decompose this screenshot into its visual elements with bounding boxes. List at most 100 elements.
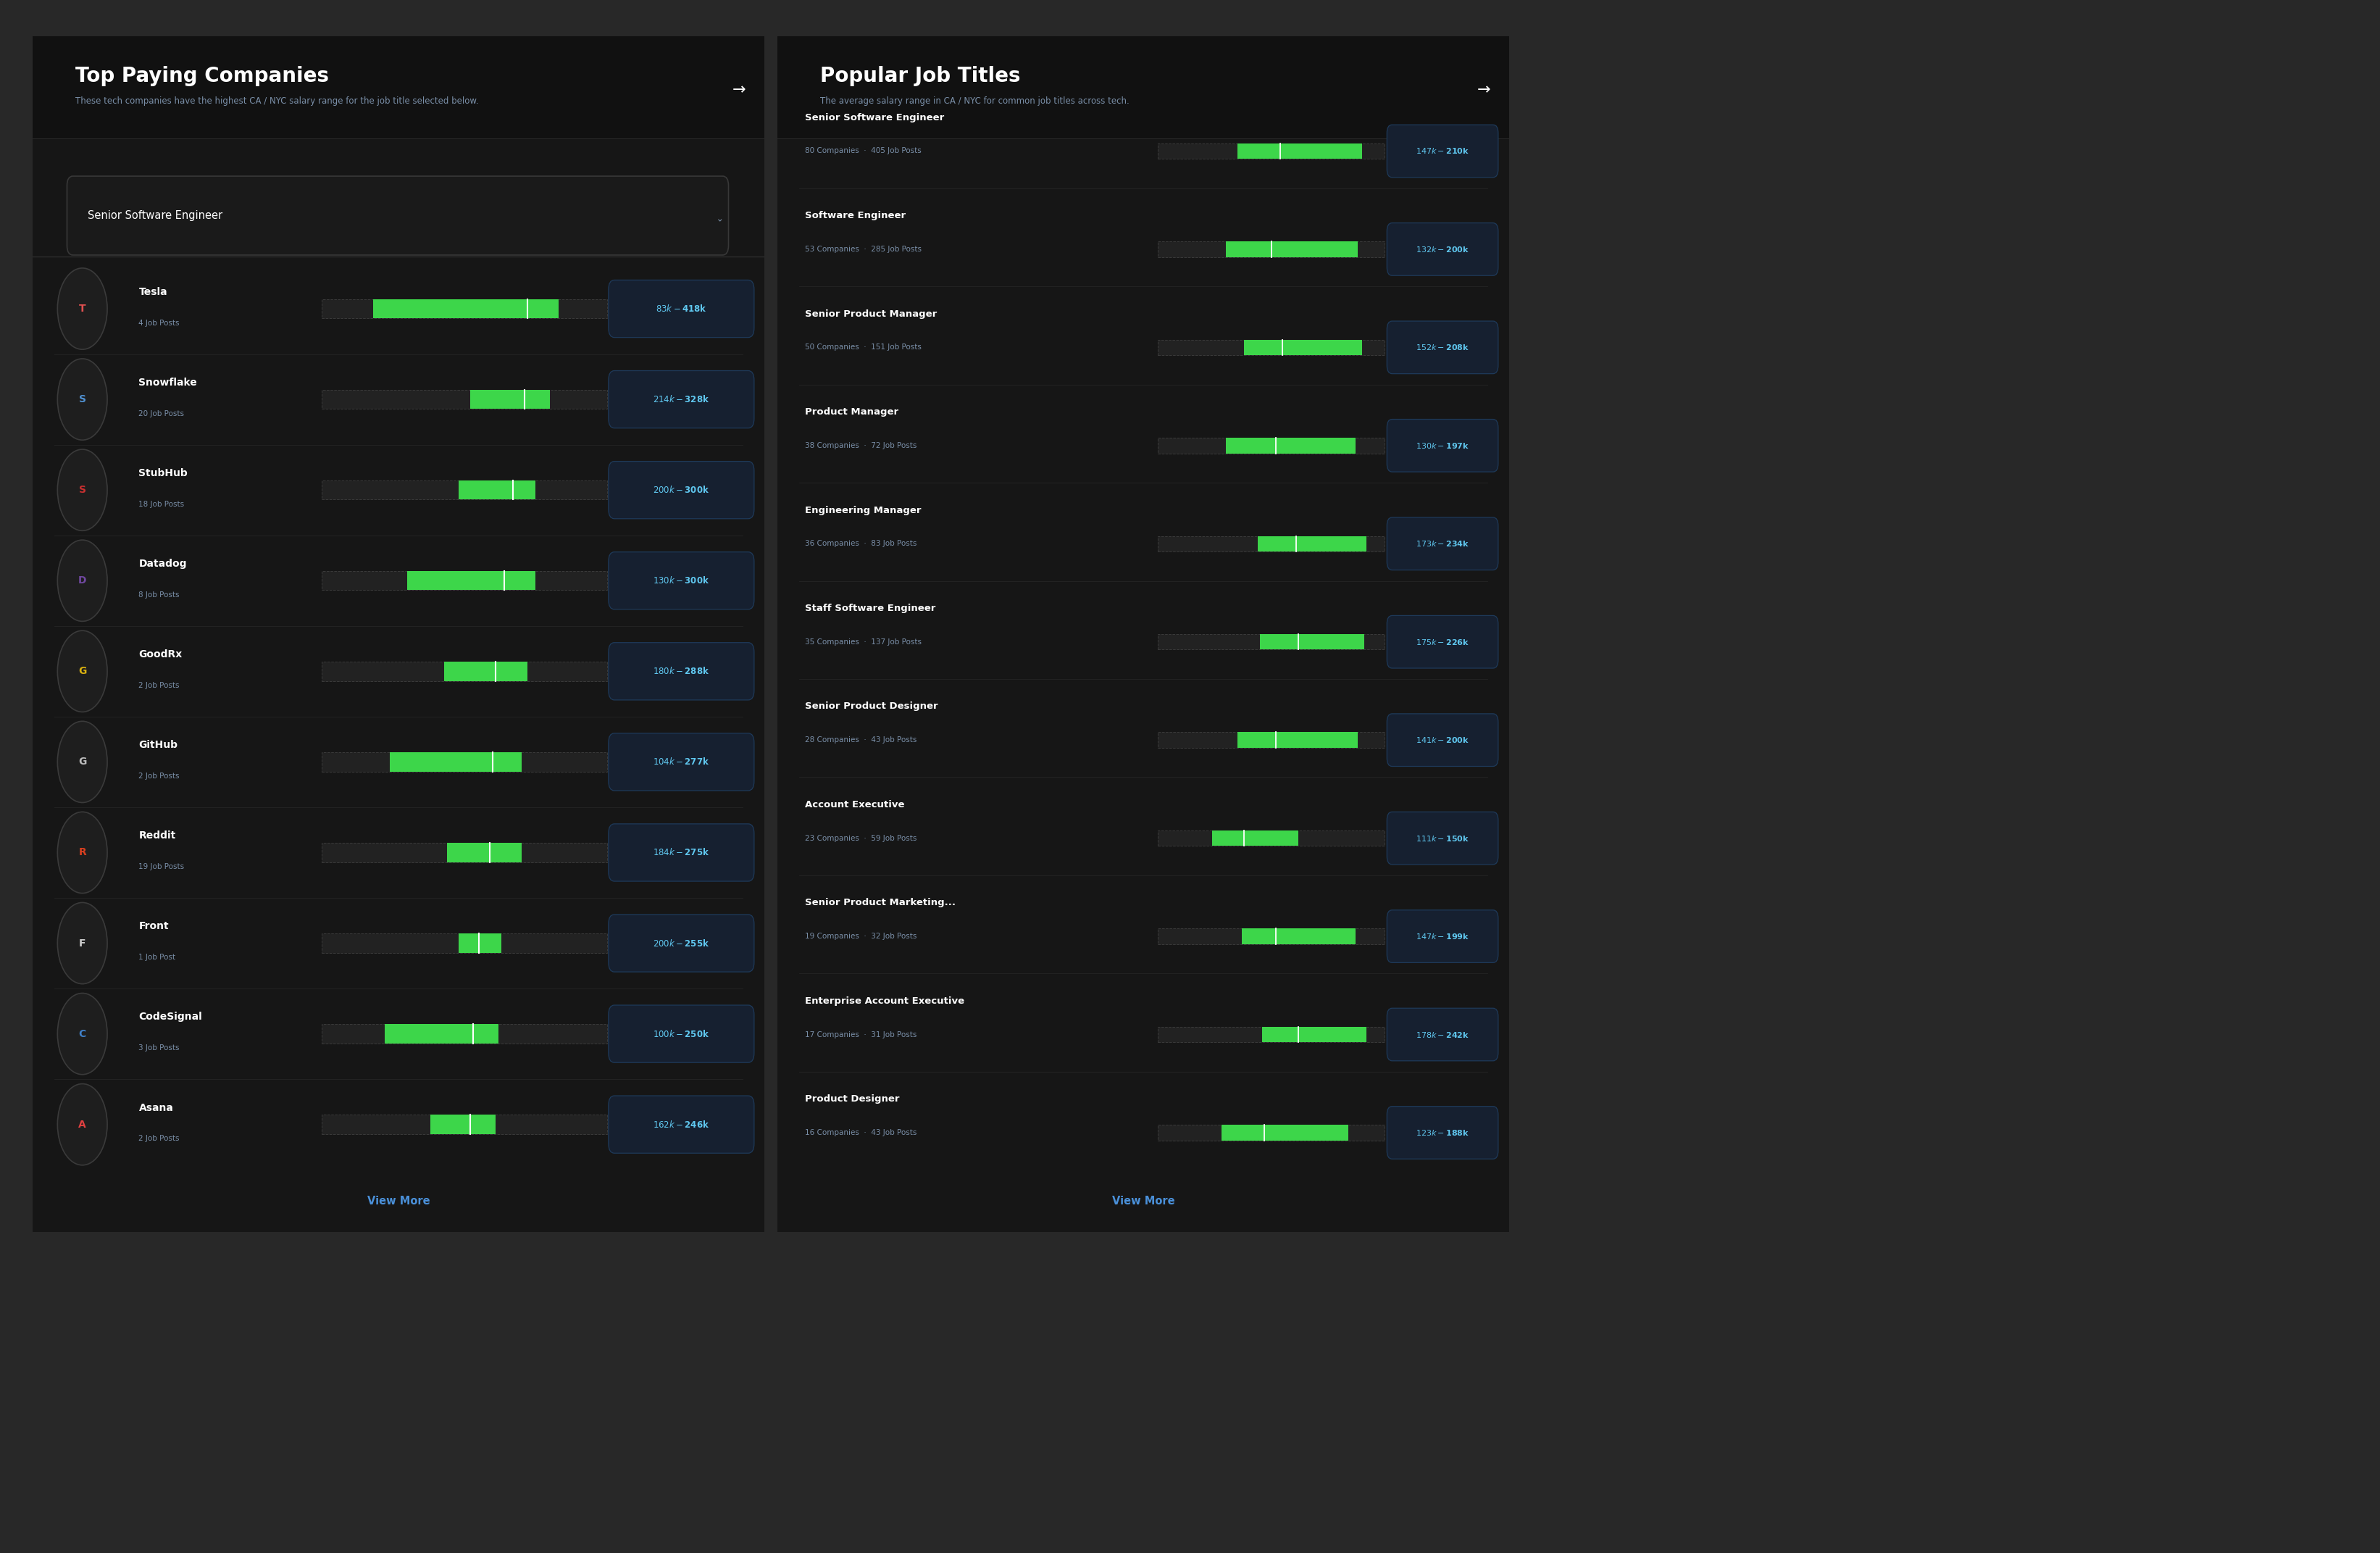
Circle shape (57, 902, 107, 985)
Text: Asana: Asana (138, 1103, 174, 1114)
Text: $152k - $208k: $152k - $208k (1416, 343, 1468, 351)
Text: A: A (79, 1120, 86, 1129)
Text: →: → (733, 82, 745, 98)
Text: F: F (79, 938, 86, 949)
Text: 3 Job Posts: 3 Job Posts (138, 1045, 178, 1051)
FancyBboxPatch shape (1159, 438, 1385, 453)
FancyBboxPatch shape (1159, 733, 1385, 749)
FancyBboxPatch shape (1388, 321, 1497, 374)
Text: $123k - $188k: $123k - $188k (1416, 1129, 1468, 1137)
Text: $147k - $199k: $147k - $199k (1416, 932, 1468, 941)
Text: G: G (79, 666, 86, 677)
Text: $200k - $300k: $200k - $300k (652, 485, 709, 495)
Text: Popular Job Titles: Popular Job Titles (819, 67, 1021, 87)
Text: $104k - $277k: $104k - $277k (652, 756, 709, 767)
Text: GitHub: GitHub (138, 741, 178, 750)
FancyBboxPatch shape (609, 733, 754, 790)
Text: Senior Product Designer: Senior Product Designer (804, 702, 938, 711)
FancyBboxPatch shape (1159, 1027, 1385, 1042)
Text: $178k - $242k: $178k - $242k (1416, 1030, 1468, 1039)
FancyBboxPatch shape (469, 390, 550, 408)
Text: 4 Job Posts: 4 Job Posts (138, 320, 178, 326)
FancyBboxPatch shape (1159, 929, 1385, 944)
Text: Datadog: Datadog (138, 559, 188, 568)
FancyBboxPatch shape (1388, 124, 1497, 177)
FancyBboxPatch shape (447, 843, 521, 862)
FancyBboxPatch shape (33, 140, 764, 1232)
Circle shape (57, 994, 107, 1075)
Text: 1 Job Post: 1 Job Post (138, 954, 176, 961)
Text: Senior Software Engineer: Senior Software Engineer (804, 113, 945, 123)
Circle shape (57, 359, 107, 439)
FancyBboxPatch shape (1242, 929, 1354, 944)
Text: 2 Job Posts: 2 Job Posts (138, 773, 178, 780)
FancyBboxPatch shape (609, 1096, 754, 1154)
FancyBboxPatch shape (386, 1025, 497, 1044)
Text: 38 Companies  ·  72 Job Posts: 38 Companies · 72 Job Posts (804, 443, 916, 449)
Circle shape (57, 540, 107, 621)
FancyBboxPatch shape (1159, 143, 1385, 158)
FancyBboxPatch shape (1221, 1124, 1349, 1140)
Text: S: S (79, 485, 86, 495)
FancyBboxPatch shape (321, 300, 607, 318)
Text: $130k - $300k: $130k - $300k (652, 576, 709, 585)
Text: R: R (79, 848, 86, 857)
Text: StubHub: StubHub (138, 467, 188, 478)
FancyBboxPatch shape (1388, 812, 1497, 865)
FancyBboxPatch shape (609, 280, 754, 337)
Text: $100k - $250k: $100k - $250k (652, 1028, 709, 1039)
Text: Enterprise Account Executive: Enterprise Account Executive (804, 997, 964, 1006)
FancyBboxPatch shape (1159, 634, 1385, 649)
Circle shape (57, 631, 107, 711)
Text: S: S (79, 394, 86, 404)
Text: Engineering Manager: Engineering Manager (804, 506, 921, 516)
FancyBboxPatch shape (609, 915, 754, 972)
Text: View More: View More (367, 1196, 431, 1207)
Text: Product Designer: Product Designer (804, 1095, 900, 1104)
Text: →: → (1476, 82, 1490, 98)
FancyBboxPatch shape (1388, 224, 1497, 275)
Text: $83k - $418k: $83k - $418k (654, 304, 707, 314)
Text: 2 Job Posts: 2 Job Posts (138, 682, 178, 690)
FancyBboxPatch shape (321, 480, 607, 500)
FancyBboxPatch shape (459, 933, 502, 952)
FancyBboxPatch shape (1257, 536, 1366, 551)
Text: Senior Software Engineer: Senior Software Engineer (88, 210, 221, 221)
Text: 19 Job Posts: 19 Job Posts (138, 863, 183, 871)
Text: D: D (79, 576, 86, 585)
Text: 50 Companies  ·  151 Job Posts: 50 Companies · 151 Job Posts (804, 343, 921, 351)
FancyBboxPatch shape (321, 1115, 607, 1134)
FancyBboxPatch shape (609, 551, 754, 609)
Text: ⌃: ⌃ (714, 211, 721, 221)
FancyBboxPatch shape (431, 1115, 495, 1134)
Text: 36 Companies  ·  83 Job Posts: 36 Companies · 83 Job Posts (804, 540, 916, 547)
FancyBboxPatch shape (1388, 615, 1497, 668)
FancyBboxPatch shape (321, 1025, 607, 1044)
Text: Job Title: Job Title (76, 180, 126, 191)
Text: G: G (79, 756, 86, 767)
FancyBboxPatch shape (67, 175, 728, 255)
Circle shape (57, 449, 107, 531)
Text: $141k - $200k: $141k - $200k (1416, 736, 1468, 744)
FancyBboxPatch shape (1388, 1008, 1497, 1061)
FancyBboxPatch shape (445, 662, 526, 680)
FancyBboxPatch shape (1388, 1106, 1497, 1159)
FancyBboxPatch shape (1388, 419, 1497, 472)
FancyBboxPatch shape (1159, 831, 1385, 846)
FancyBboxPatch shape (1226, 241, 1357, 256)
Text: 53 Companies  ·  285 Job Posts: 53 Companies · 285 Job Posts (804, 245, 921, 253)
Text: T: T (79, 304, 86, 314)
FancyBboxPatch shape (321, 662, 607, 680)
Text: 2 Job Posts: 2 Job Posts (138, 1135, 178, 1143)
Text: $180k - $288k: $180k - $288k (652, 666, 709, 677)
Text: 35 Companies  ·  137 Job Posts: 35 Companies · 137 Job Posts (804, 638, 921, 646)
FancyBboxPatch shape (609, 1005, 754, 1062)
Text: C: C (79, 1028, 86, 1039)
Text: These tech companies have the highest CA / NYC salary range for the job title se: These tech companies have the highest CA… (76, 96, 478, 106)
Text: 18 Job Posts: 18 Job Posts (138, 500, 183, 508)
Text: $132k - $200k: $132k - $200k (1416, 245, 1468, 253)
FancyBboxPatch shape (407, 572, 536, 590)
FancyBboxPatch shape (609, 643, 754, 700)
Text: $175k - $226k: $175k - $226k (1416, 638, 1468, 646)
Text: Reddit: Reddit (138, 831, 176, 840)
